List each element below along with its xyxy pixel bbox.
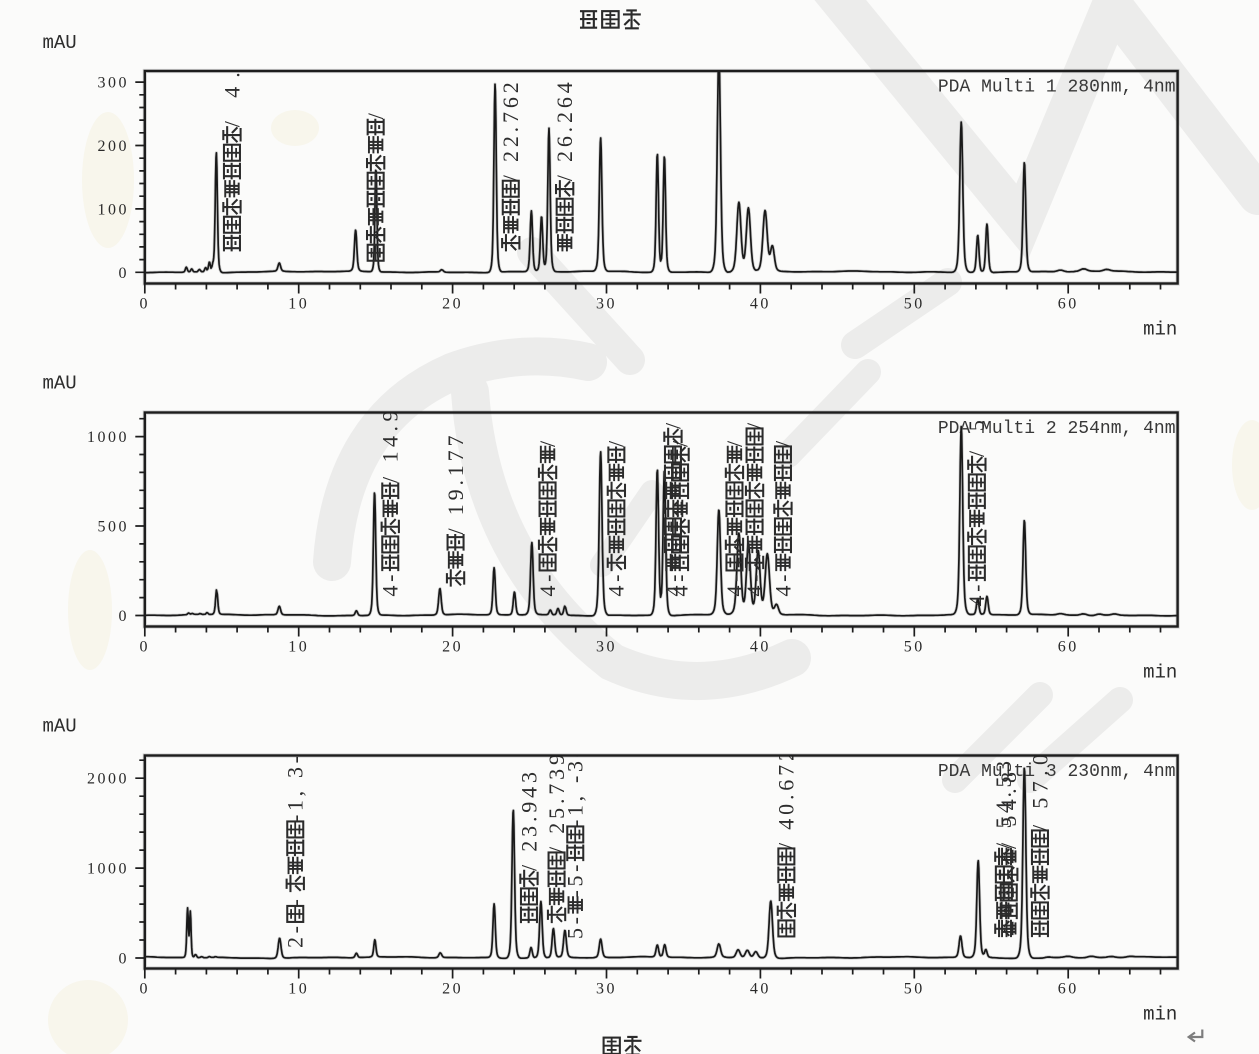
svg-text:0: 0 xyxy=(140,639,151,656)
svg-text:0: 0 xyxy=(119,265,130,282)
svg-text:4-: 4- xyxy=(667,575,692,597)
svg-text:4-: 4- xyxy=(964,585,989,607)
svg-text:4-: 4- xyxy=(604,575,629,597)
svg-text:60: 60 xyxy=(1058,296,1079,313)
svg-text:0: 0 xyxy=(119,951,130,968)
svg-text:/ 19.177: / 19.177 xyxy=(443,436,468,535)
svg-text:mAU: mAU xyxy=(43,32,77,54)
svg-text:20: 20 xyxy=(442,981,463,998)
svg-text:/ 23.943: / 23.943 xyxy=(516,772,541,871)
svg-text:10: 10 xyxy=(288,981,309,998)
svg-text:/: / xyxy=(535,440,560,447)
svg-text:30: 30 xyxy=(596,639,617,656)
svg-text:/ 22.762: / 22.762 xyxy=(498,82,523,181)
svg-text:mAU: mAU xyxy=(43,716,77,738)
svg-text:2-: 2- xyxy=(283,926,308,948)
svg-text:/: / xyxy=(363,112,388,119)
svg-text:/ 26.264: / 26.264 xyxy=(552,82,577,181)
svg-text:-5-: -5- xyxy=(563,865,588,898)
svg-text:100: 100 xyxy=(98,201,130,218)
svg-text:20: 20 xyxy=(442,296,463,313)
svg-text:50: 50 xyxy=(904,296,925,313)
svg-text:0: 0 xyxy=(119,608,130,625)
svg-text:4-: 4- xyxy=(378,575,403,597)
svg-text:40: 40 xyxy=(750,639,771,656)
svg-text:0: 0 xyxy=(140,296,151,313)
svg-text:/ 4.: / 4. xyxy=(219,72,244,127)
svg-text:PDA Multi 2 254nm, 4nm: PDA Multi 2 254nm, 4nm xyxy=(938,419,1176,439)
svg-text:/: / xyxy=(742,422,767,429)
svg-text:300: 300 xyxy=(98,75,130,92)
svg-text:mAU: mAU xyxy=(43,373,77,395)
svg-text:/: / xyxy=(604,440,629,447)
svg-text:50: 50 xyxy=(904,639,925,656)
svg-text:30: 30 xyxy=(596,981,617,998)
svg-text:60: 60 xyxy=(1058,639,1079,656)
svg-text:/: / xyxy=(770,440,795,447)
svg-text:0: 0 xyxy=(140,981,151,998)
svg-text:5-: 5- xyxy=(563,917,588,939)
svg-text:-1, 3-: -1, 3- xyxy=(283,756,308,822)
svg-text:4-: 4- xyxy=(770,575,795,597)
svg-text:PDA Multi 3 230nm, 4nm: PDA Multi 3 230nm, 4nm xyxy=(938,762,1176,782)
svg-text:/ 54.8: / 54.8 xyxy=(996,772,1021,849)
svg-text:/ 40.672: / 40.672 xyxy=(774,750,799,849)
svg-text:10: 10 xyxy=(288,639,309,656)
svg-text:20: 20 xyxy=(442,639,463,656)
svg-text:/: / xyxy=(667,440,692,447)
svg-text:500: 500 xyxy=(98,519,130,536)
svg-text:1000: 1000 xyxy=(87,861,129,878)
svg-text:10: 10 xyxy=(288,296,309,313)
svg-text:30: 30 xyxy=(596,296,617,313)
svg-text:/: / xyxy=(722,440,747,447)
svg-text:40: 40 xyxy=(750,296,771,313)
svg-text:min: min xyxy=(1143,662,1177,684)
svg-text:min: min xyxy=(1143,1004,1177,1026)
svg-text:min: min xyxy=(1143,319,1177,341)
svg-text:-: - xyxy=(283,899,308,906)
svg-text:/: / xyxy=(660,422,685,429)
svg-text:2000: 2000 xyxy=(87,771,129,788)
svg-text:1000: 1000 xyxy=(87,429,129,446)
svg-text:60: 60 xyxy=(1058,981,1079,998)
svg-text:50: 50 xyxy=(904,981,925,998)
svg-text:40: 40 xyxy=(750,981,771,998)
svg-text:/ 53: / 53 xyxy=(964,402,989,457)
svg-text:200: 200 xyxy=(98,138,130,155)
svg-text:-1, -3-: -1, -3- xyxy=(563,750,588,827)
svg-text:PDA Multi 1 280nm, 4nm: PDA Multi 1 280nm, 4nm xyxy=(938,78,1176,98)
svg-text:/ 57.0: / 57.0 xyxy=(1027,754,1052,831)
